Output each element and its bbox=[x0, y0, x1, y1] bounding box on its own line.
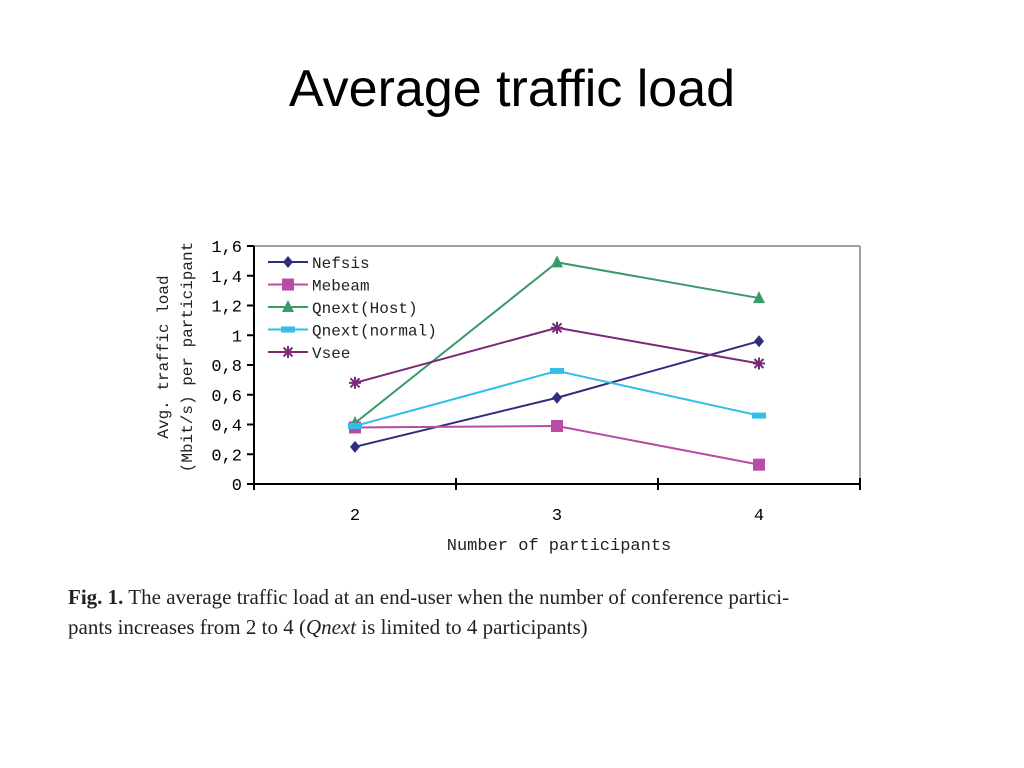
data-point-vsee bbox=[753, 357, 765, 370]
data-point-qnext-host bbox=[753, 291, 765, 304]
data-point-nefsis bbox=[552, 391, 562, 404]
star-stroke bbox=[551, 322, 563, 334]
legend-label: Qnext(Host) bbox=[312, 300, 418, 318]
chart-legend-layer: Nefsis Mebeam Qnext(Host) Qnext(normal) Vsee bbox=[268, 255, 437, 363]
legend-item-qnext-host: Qnext(Host) bbox=[268, 300, 418, 318]
series-vsee bbox=[349, 321, 765, 389]
data-point-qnext-normal bbox=[550, 367, 564, 374]
series-mebeam bbox=[349, 419, 765, 471]
chart-label-layer: Number of participants Avg. traffic load (… bbox=[155, 242, 671, 556]
chart-series-layer bbox=[348, 255, 766, 471]
data-point-mebeam bbox=[551, 419, 563, 432]
figure-caption: Fig. 1. The average traffic load at an e… bbox=[68, 582, 968, 642]
y-tick-label: 0,8 bbox=[211, 358, 242, 377]
caption-line2-pre: pants increases from 2 to 4 ( bbox=[68, 615, 306, 639]
y-tick-label: 1,6 bbox=[211, 239, 242, 258]
y-tick-label: 0,6 bbox=[211, 388, 242, 407]
legend-label: Vsee bbox=[312, 345, 350, 363]
series-nefsis bbox=[350, 335, 764, 453]
data-point-nefsis bbox=[754, 335, 764, 348]
star-stroke bbox=[753, 358, 765, 369]
legend-marker-qnext-normal bbox=[281, 326, 295, 333]
caption-line2-post: is limited to 4 participants) bbox=[356, 615, 588, 639]
star-stroke bbox=[349, 377, 361, 389]
y-tick-label: 1,2 bbox=[211, 299, 242, 318]
y-tick-label: 1 bbox=[232, 328, 242, 347]
y-tick-label: 1,4 bbox=[211, 269, 242, 288]
star-stroke bbox=[282, 346, 294, 358]
legend-item-nefsis: Nefsis bbox=[268, 255, 370, 273]
legend-label: Nefsis bbox=[312, 255, 370, 273]
legend-marker-vsee bbox=[282, 346, 294, 358]
y-tick-label: 0,4 bbox=[211, 418, 242, 437]
legend-marker-nefsis bbox=[283, 256, 293, 268]
slide-title: Average traffic load bbox=[288, 60, 736, 118]
legend-marker-mebeam bbox=[282, 278, 294, 291]
legend-item-qnext-normal: Qnext(normal) bbox=[268, 323, 437, 341]
series-qnext-normal bbox=[348, 367, 766, 429]
y-tick-label: 0 bbox=[232, 477, 242, 496]
x-tick-label: 4 bbox=[754, 507, 764, 526]
data-point-vsee bbox=[551, 321, 563, 334]
legend-marker-qnext-host bbox=[282, 300, 294, 312]
y-axis-title-line2: (Mbit/s) per participant bbox=[179, 242, 197, 472]
data-point-nefsis bbox=[350, 440, 360, 453]
chart-axis-layer: 0 0,2 0,4 0,6 0,8 1 1,2 1,4 1,6 2 3 4 bbox=[211, 239, 861, 526]
caption-line2-emphasis: Qnext bbox=[305, 615, 357, 639]
legend-label: Qnext(normal) bbox=[312, 323, 437, 341]
data-point-qnext-host bbox=[551, 255, 563, 268]
chart-frame-layer bbox=[254, 245, 861, 484]
y-tick-label: 0,2 bbox=[211, 447, 242, 466]
x-axis-title: Number of participants bbox=[447, 537, 671, 556]
x-tick-label: 3 bbox=[552, 507, 562, 526]
legend-item-vsee: Vsee bbox=[268, 345, 350, 363]
data-point-vsee bbox=[349, 376, 361, 389]
data-point-mebeam bbox=[753, 458, 765, 471]
data-point-qnext-normal bbox=[348, 422, 362, 429]
caption-line1-text: The average traffic load at an end-user … bbox=[123, 585, 790, 609]
y-axis-title-line1: Avg. traffic load bbox=[155, 275, 173, 438]
legend-item-mebeam: Mebeam bbox=[268, 278, 370, 296]
x-tick-label: 2 bbox=[350, 507, 360, 526]
legend-label: Mebeam bbox=[312, 278, 370, 296]
data-point-qnext-normal bbox=[752, 412, 766, 419]
caption-figure-label: Fig. 1. bbox=[68, 585, 124, 609]
